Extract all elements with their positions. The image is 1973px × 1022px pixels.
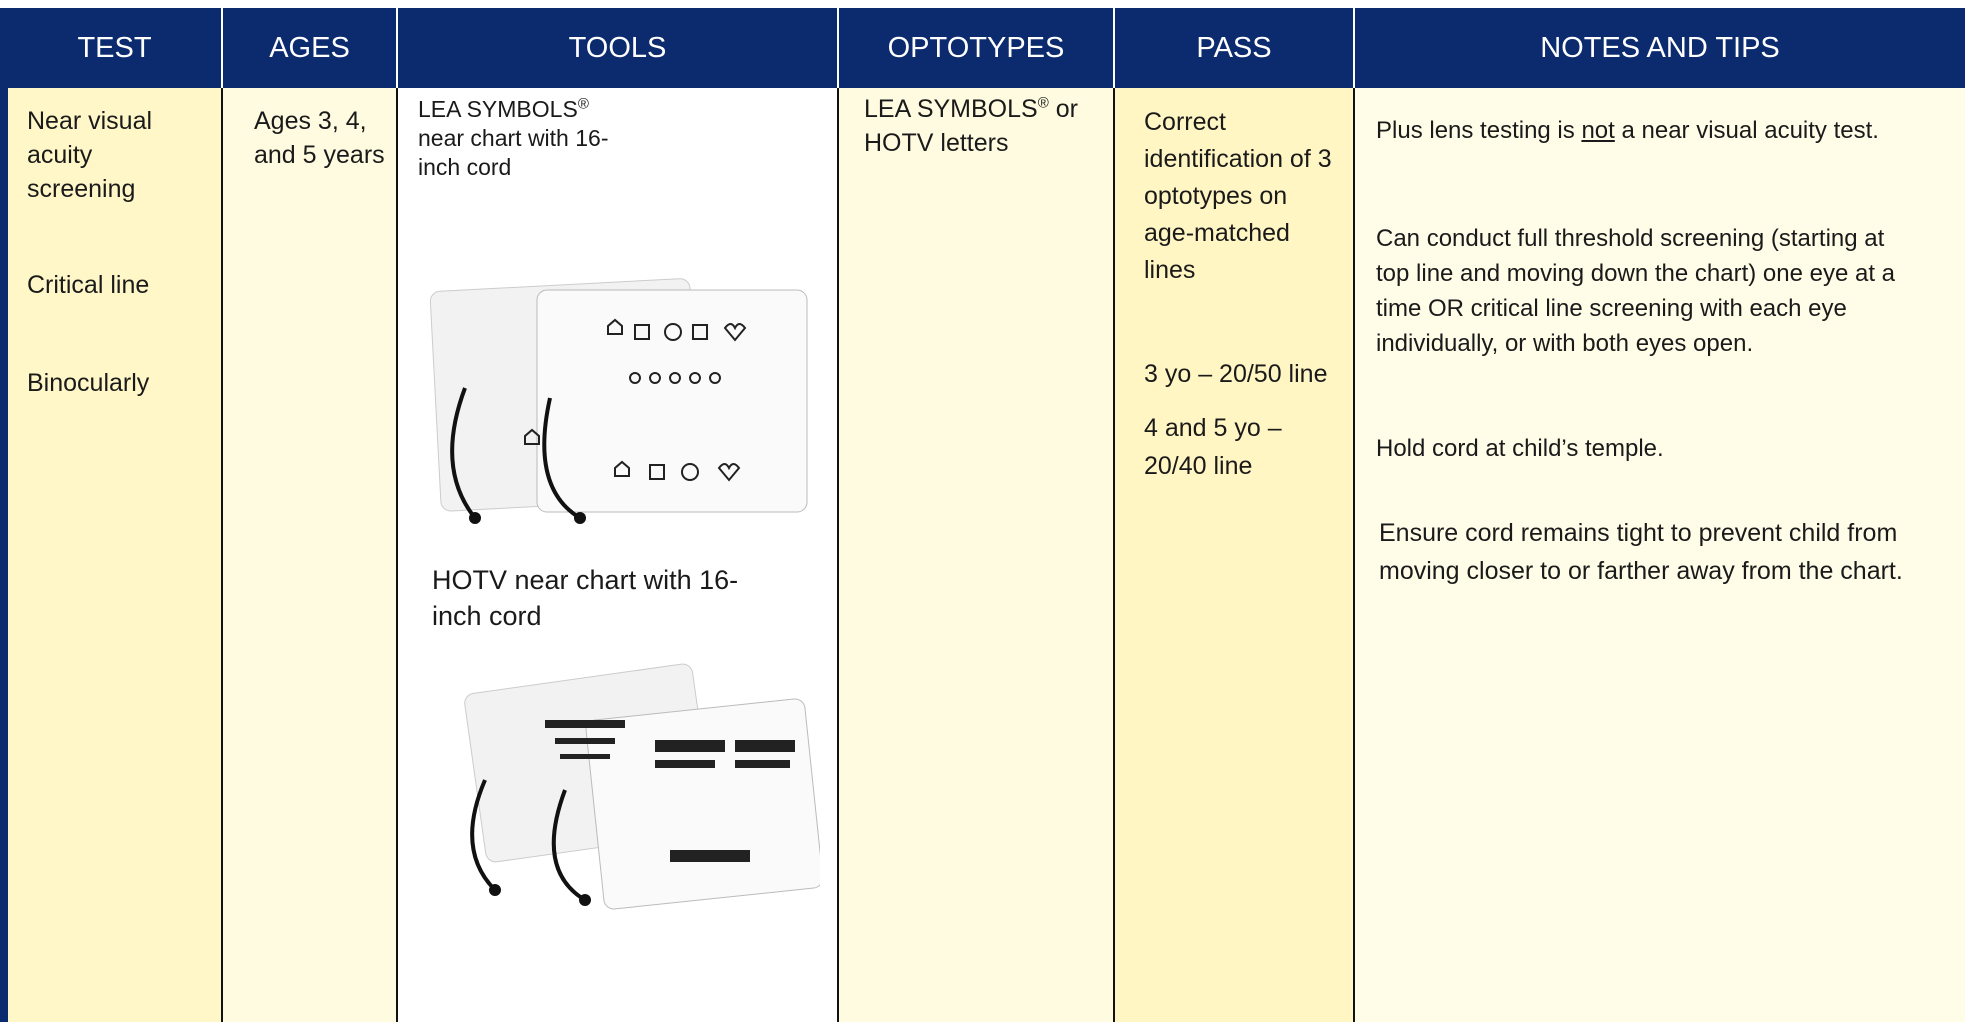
tool-description: HOTV near chart with 16-inch cord (432, 565, 739, 631)
ages-text: Ages 3, 4, and 5 years (254, 107, 385, 169)
header-cell: PASS (1115, 8, 1355, 88)
header-cell: OPTOTYPES (839, 8, 1115, 88)
note-emphasis: not (1581, 117, 1615, 144)
trademark: ® (1037, 94, 1049, 112)
test-text: Near visual acuity screening (27, 107, 153, 203)
note-text: Ensure cord remains tight to prevent chi… (1379, 519, 1903, 585)
pass-column (1115, 88, 1355, 1022)
test-text: Critical line (27, 271, 150, 299)
header-cell: TEST (8, 8, 223, 88)
pass-text: Correct identification of 3 optotypes on… (1144, 108, 1332, 284)
pass-text: 3 yo – 20/50 line (1144, 360, 1328, 388)
frame-left (0, 0, 8, 1022)
header-cell: NOTES AND TIPS (1355, 8, 1965, 88)
hotv-chart-photo (464, 663, 820, 910)
notes-column (1355, 88, 1965, 1022)
lea-chart-photo (429, 278, 808, 524)
optotypes-column (839, 88, 1115, 1022)
ages-column (223, 88, 398, 1022)
tool-name: LEA SYMBOLS (418, 96, 578, 122)
note-part: Plus lens testing is (1376, 117, 1582, 144)
header-cell: AGES (223, 8, 398, 88)
trademark: ® (577, 95, 589, 113)
test-text: Binocularly (27, 369, 150, 397)
test-column (8, 88, 223, 1022)
note-text: Hold cord at child’s temple. (1376, 435, 1664, 462)
header-cell: TOOLS (398, 8, 839, 88)
pass-text: 4 and 5 yo – 20/40 line (1144, 414, 1282, 480)
tool-text: LEA SYMBOLS® near chart with 16-inch cor… (418, 95, 618, 182)
note-part: a near visual acuity test. (1614, 117, 1879, 144)
optotype-description: or HOTV letters (864, 95, 1078, 157)
optotype-name: LEA SYMBOLS (864, 95, 1038, 123)
note-text: Plus lens testing is not a near visual a… (1376, 114, 1916, 148)
optotypes-text: LEA SYMBOLS® or HOTV letters (864, 92, 1094, 160)
frame-top (0, 0, 1973, 8)
note-text: Can conduct full threshold screening (st… (1376, 225, 1895, 357)
tool-description: near chart with 16-inch cord (418, 125, 609, 180)
